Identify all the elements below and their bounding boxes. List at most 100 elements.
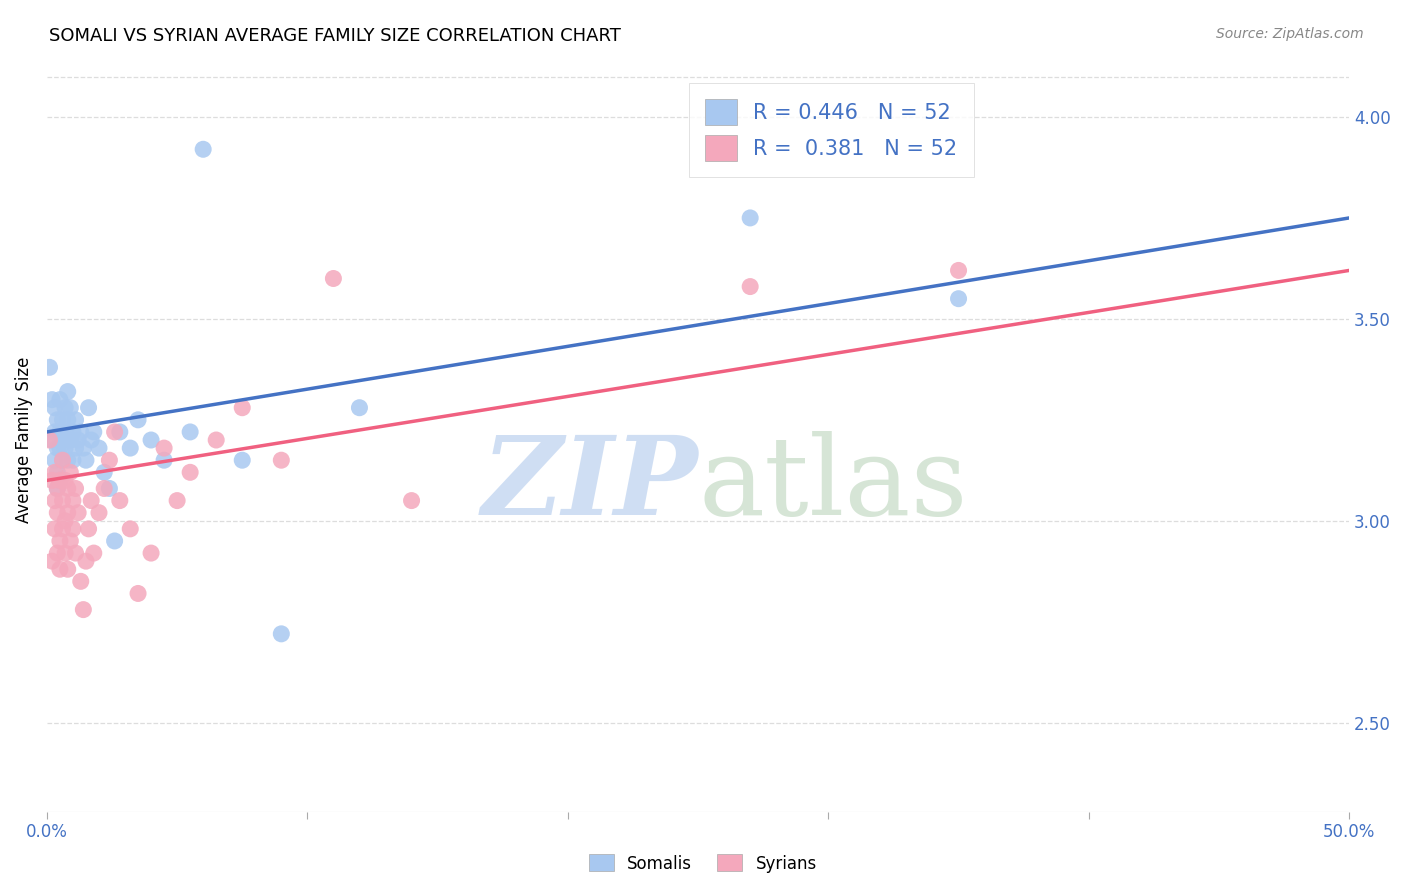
Point xyxy=(46,441,69,455)
Point xyxy=(120,522,142,536)
Point xyxy=(62,453,84,467)
Point xyxy=(51,522,73,536)
Point xyxy=(322,271,344,285)
Point xyxy=(740,279,762,293)
Point xyxy=(270,453,292,467)
Point xyxy=(83,425,105,439)
Point xyxy=(231,453,253,467)
Point xyxy=(80,433,103,447)
Point xyxy=(75,554,97,568)
Point xyxy=(65,413,87,427)
Point xyxy=(98,482,121,496)
Point xyxy=(153,453,176,467)
Text: ZIP: ZIP xyxy=(481,431,697,539)
Point xyxy=(53,474,76,488)
Point xyxy=(75,453,97,467)
Point xyxy=(53,514,76,528)
Point xyxy=(72,602,94,616)
Point xyxy=(62,522,84,536)
Point xyxy=(67,433,90,447)
Text: Source: ZipAtlas.com: Source: ZipAtlas.com xyxy=(1216,27,1364,41)
Point xyxy=(51,413,73,427)
Point xyxy=(120,441,142,455)
Point xyxy=(193,142,215,156)
Point xyxy=(93,482,115,496)
Point xyxy=(69,425,91,439)
Point xyxy=(46,482,69,496)
Point xyxy=(87,506,110,520)
Point xyxy=(205,433,228,447)
Point xyxy=(49,425,72,439)
Point xyxy=(65,546,87,560)
Point xyxy=(38,360,60,375)
Point xyxy=(270,627,292,641)
Legend: R = 0.446   N = 52, R =  0.381   N = 52: R = 0.446 N = 52, R = 0.381 N = 52 xyxy=(689,83,974,178)
Point xyxy=(56,453,79,467)
Point xyxy=(80,493,103,508)
Point xyxy=(51,493,73,508)
Point xyxy=(44,453,66,467)
Point xyxy=(108,425,131,439)
Point xyxy=(49,441,72,455)
Point xyxy=(51,453,73,467)
Point xyxy=(44,493,66,508)
Point xyxy=(65,441,87,455)
Point xyxy=(59,466,82,480)
Point xyxy=(49,392,72,407)
Point xyxy=(59,401,82,415)
Point xyxy=(349,401,371,415)
Point xyxy=(139,433,162,447)
Point xyxy=(56,506,79,520)
Point xyxy=(38,433,60,447)
Legend: Somalis, Syrians: Somalis, Syrians xyxy=(582,847,824,880)
Point xyxy=(46,506,69,520)
Point xyxy=(46,466,69,480)
Point xyxy=(46,413,69,427)
Point xyxy=(401,493,423,508)
Point xyxy=(77,522,100,536)
Point xyxy=(41,474,63,488)
Point xyxy=(49,562,72,576)
Point xyxy=(56,384,79,399)
Point xyxy=(83,546,105,560)
Point xyxy=(93,466,115,480)
Point xyxy=(153,441,176,455)
Point xyxy=(56,562,79,576)
Point xyxy=(53,546,76,560)
Point xyxy=(51,453,73,467)
Point xyxy=(44,425,66,439)
Point xyxy=(41,433,63,447)
Point xyxy=(53,401,76,415)
Point xyxy=(56,413,79,427)
Point xyxy=(231,401,253,415)
Text: SOMALI VS SYRIAN AVERAGE FAMILY SIZE CORRELATION CHART: SOMALI VS SYRIAN AVERAGE FAMILY SIZE COR… xyxy=(49,27,621,45)
Point xyxy=(44,401,66,415)
Point xyxy=(72,441,94,455)
Point xyxy=(98,453,121,467)
Point xyxy=(62,425,84,439)
Point xyxy=(49,533,72,548)
Text: atlas: atlas xyxy=(697,431,967,538)
Point xyxy=(41,392,63,407)
Point xyxy=(67,506,90,520)
Point xyxy=(46,482,69,496)
Point xyxy=(49,474,72,488)
Point xyxy=(53,425,76,439)
Point xyxy=(740,211,762,225)
Point xyxy=(44,466,66,480)
Point xyxy=(59,533,82,548)
Point xyxy=(46,546,69,560)
Point xyxy=(104,533,127,548)
Point xyxy=(104,425,127,439)
Point xyxy=(77,401,100,415)
Point xyxy=(53,441,76,455)
Point xyxy=(62,493,84,508)
Point xyxy=(59,433,82,447)
Point xyxy=(108,493,131,508)
Point xyxy=(87,441,110,455)
Point xyxy=(139,546,162,560)
Point xyxy=(69,574,91,589)
Point xyxy=(51,433,73,447)
Point xyxy=(44,522,66,536)
Y-axis label: Average Family Size: Average Family Size xyxy=(15,357,32,524)
